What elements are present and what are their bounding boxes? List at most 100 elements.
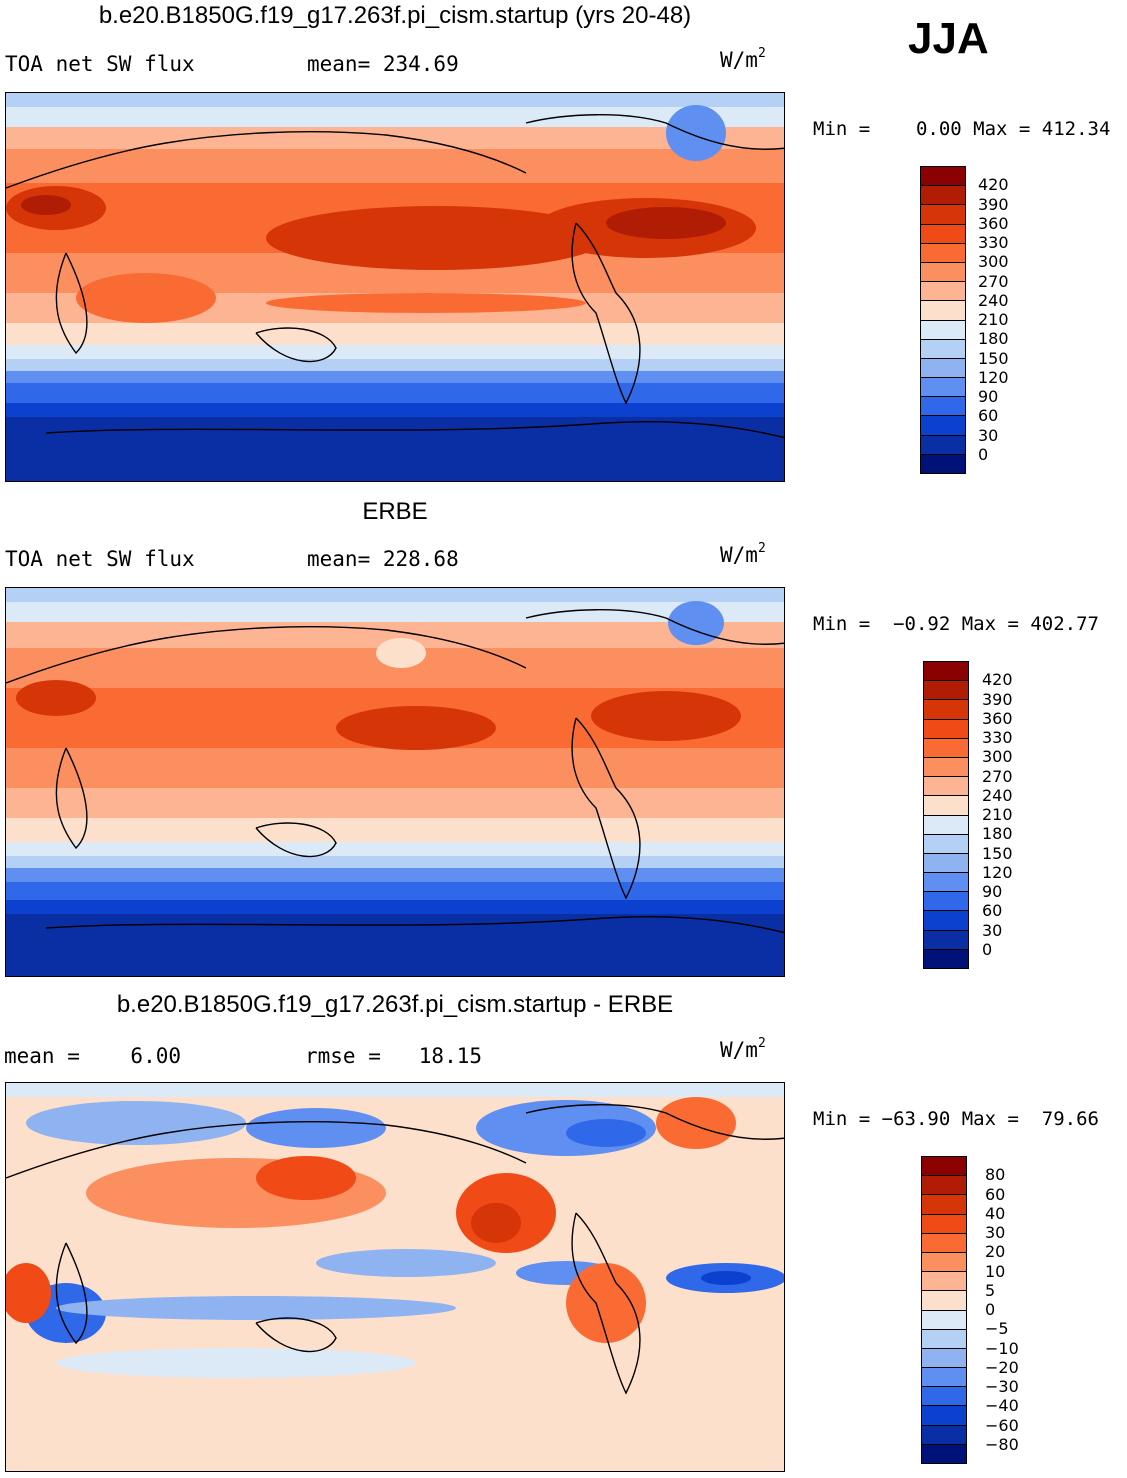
colorbar-tick-label: 360 <box>978 213 1009 233</box>
colorbar-segment <box>922 1328 966 1348</box>
colorbar-tick-label: 330 <box>978 233 1009 252</box>
colorbar-segment <box>921 281 965 301</box>
colorbar-tick-label: 60 <box>978 406 999 426</box>
colorbar-tick-label: 390 <box>982 689 1013 709</box>
panel-obs-field <box>6 588 784 976</box>
colorbar-segment <box>924 756 968 777</box>
colorbar-segment <box>921 185 965 205</box>
colorbar-segment <box>921 453 965 473</box>
colorbar-segment <box>924 795 968 815</box>
colorbar-segment <box>921 261 965 282</box>
panel-diff-map <box>5 1082 785 1472</box>
colorbar-tick-label: 210 <box>982 805 1013 824</box>
colorbar-segment <box>921 204 965 224</box>
colorbar-segment <box>924 833 968 853</box>
panel-model-title: b.e20.B1850G.f19_g17.263f.pi_cism.startu… <box>98 2 692 29</box>
colorbar-tick-label: 210 <box>978 310 1009 329</box>
colorbar-tick-label: 330 <box>982 728 1013 747</box>
colorbar-segment <box>921 300 965 320</box>
colorbar-segment <box>924 680 968 700</box>
panel-model-colorbar <box>920 166 966 474</box>
colorbar-segment <box>922 1424 966 1444</box>
panel-obs-title: ERBE <box>362 498 428 525</box>
colorbar-tick-label: 390 <box>978 194 1009 214</box>
panel-diff-colorbar-labels: 80 60 40 30 20 10 5 0 −5 −10 −20 −30 −40 −60 −80 <box>985 1156 1045 1464</box>
colorbar-tick-label: −30 <box>985 1377 1019 1396</box>
colorbar-segment <box>924 776 968 796</box>
colorbar-tick-label: 90 <box>982 882 1003 901</box>
colorbar-segment <box>924 718 968 738</box>
colorbar-segment <box>921 415 965 435</box>
colorbar-tick-label: 240 <box>982 785 1013 805</box>
colorbar-tick-label: 40 <box>985 1203 1006 1223</box>
colorbar-tick-label: 120 <box>982 862 1013 882</box>
colorbar-tick-label: 300 <box>982 747 1013 767</box>
colorbar-tick-label: 120 <box>978 367 1009 387</box>
colorbar-segment <box>924 852 968 873</box>
colorbar-segment <box>924 872 968 892</box>
panel-model-map <box>5 92 785 482</box>
panel-diff-colorbar <box>921 1156 967 1464</box>
panel-obs-variable: TOA net SW flux <box>5 547 195 571</box>
colorbar-tick-label: 420 <box>982 670 1013 690</box>
panel-diff-rmse: rmse = 18.15 <box>305 1044 483 1068</box>
colorbar-tick-label: 30 <box>985 1223 1006 1242</box>
panel-model-minmax: Min = 0.00 Max = 412.34 <box>813 118 1111 140</box>
colorbar-tick-label: 5 <box>985 1280 996 1300</box>
colorbar-tick-label: 0 <box>982 939 993 959</box>
panel-diff-mean: mean = 6.00 <box>4 1044 182 1068</box>
colorbar-segment <box>921 396 965 416</box>
colorbar-tick-label: −80 <box>985 1434 1019 1454</box>
colorbar-tick-label: 270 <box>978 271 1009 291</box>
colorbar-segment <box>922 1194 966 1214</box>
colorbar-segment <box>924 662 968 681</box>
colorbar-segment <box>921 167 965 186</box>
colorbar-segment <box>922 1213 966 1233</box>
panel-diff-title: b.e20.B1850G.f19_g17.263f.pi_cism.startu… <box>116 991 674 1018</box>
colorbar-segment <box>922 1157 966 1176</box>
colorbar-tick-label: −5 <box>985 1319 1009 1339</box>
colorbar-tick-label: 80 <box>985 1165 1006 1185</box>
colorbar-segment <box>922 1251 966 1272</box>
panel-model-field <box>6 93 784 481</box>
colorbar-tick-label: 360 <box>982 708 1013 728</box>
panel-obs-mean: mean= 228.68 <box>307 547 459 571</box>
colorbar-tick-label: 60 <box>982 901 1003 921</box>
colorbar-segment <box>924 929 968 949</box>
colorbar-tick-label: 180 <box>982 824 1013 844</box>
colorbar-segment <box>924 737 968 757</box>
panel-model-colorbar-labels: 420 390 360 330 300 270 240 210 180 150 120 90 60 30 0 <box>978 166 1038 474</box>
colorbar-segment <box>922 1290 966 1310</box>
colorbar-tick-label: 0 <box>985 1300 996 1319</box>
panel-diff-unit: W/m2 <box>720 1036 766 1062</box>
colorbar-tick-label: 180 <box>978 329 1009 349</box>
colorbar-tick-label: 270 <box>982 766 1013 786</box>
panel-model-mean: mean= 234.69 <box>307 52 459 76</box>
panel-obs-minmax: Min = −0.92 Max = 402.77 <box>813 613 1099 635</box>
panel-diff-field <box>6 1083 784 1471</box>
colorbar-segment <box>922 1367 966 1387</box>
colorbar-tick-label: 20 <box>985 1242 1006 1262</box>
panel-diff-minmax: Min = −63.90 Max = 79.66 <box>813 1108 1099 1130</box>
panel-obs-colorbar <box>923 661 969 969</box>
colorbar-segment <box>921 377 965 397</box>
panel-model-unit: W/m2 <box>720 46 766 72</box>
colorbar-tick-label: 30 <box>978 425 999 445</box>
colorbar-segment <box>924 891 968 911</box>
colorbar-segment <box>922 1271 966 1291</box>
colorbar-tick-label: 30 <box>982 920 1003 940</box>
colorbar-segment <box>921 242 965 262</box>
panel-obs-colorbar-labels: 420 390 360 330 300 270 240 210 180 150 120 90 60 30 0 <box>982 661 1042 969</box>
colorbar-tick-label: 10 <box>985 1261 1006 1281</box>
colorbar-segment <box>922 1175 966 1195</box>
colorbar-tick-label: 150 <box>982 843 1013 863</box>
colorbar-segment <box>924 948 968 968</box>
colorbar-segment <box>924 814 968 834</box>
colorbar-segment <box>924 699 968 719</box>
colorbar-tick-label: −60 <box>985 1415 1019 1435</box>
panel-obs-unit: W/m2 <box>720 541 766 567</box>
panel-obs-map <box>5 587 785 977</box>
colorbar-tick-label: −40 <box>985 1396 1019 1416</box>
colorbar-tick-label: 150 <box>978 348 1009 368</box>
colorbar-segment <box>922 1405 966 1425</box>
